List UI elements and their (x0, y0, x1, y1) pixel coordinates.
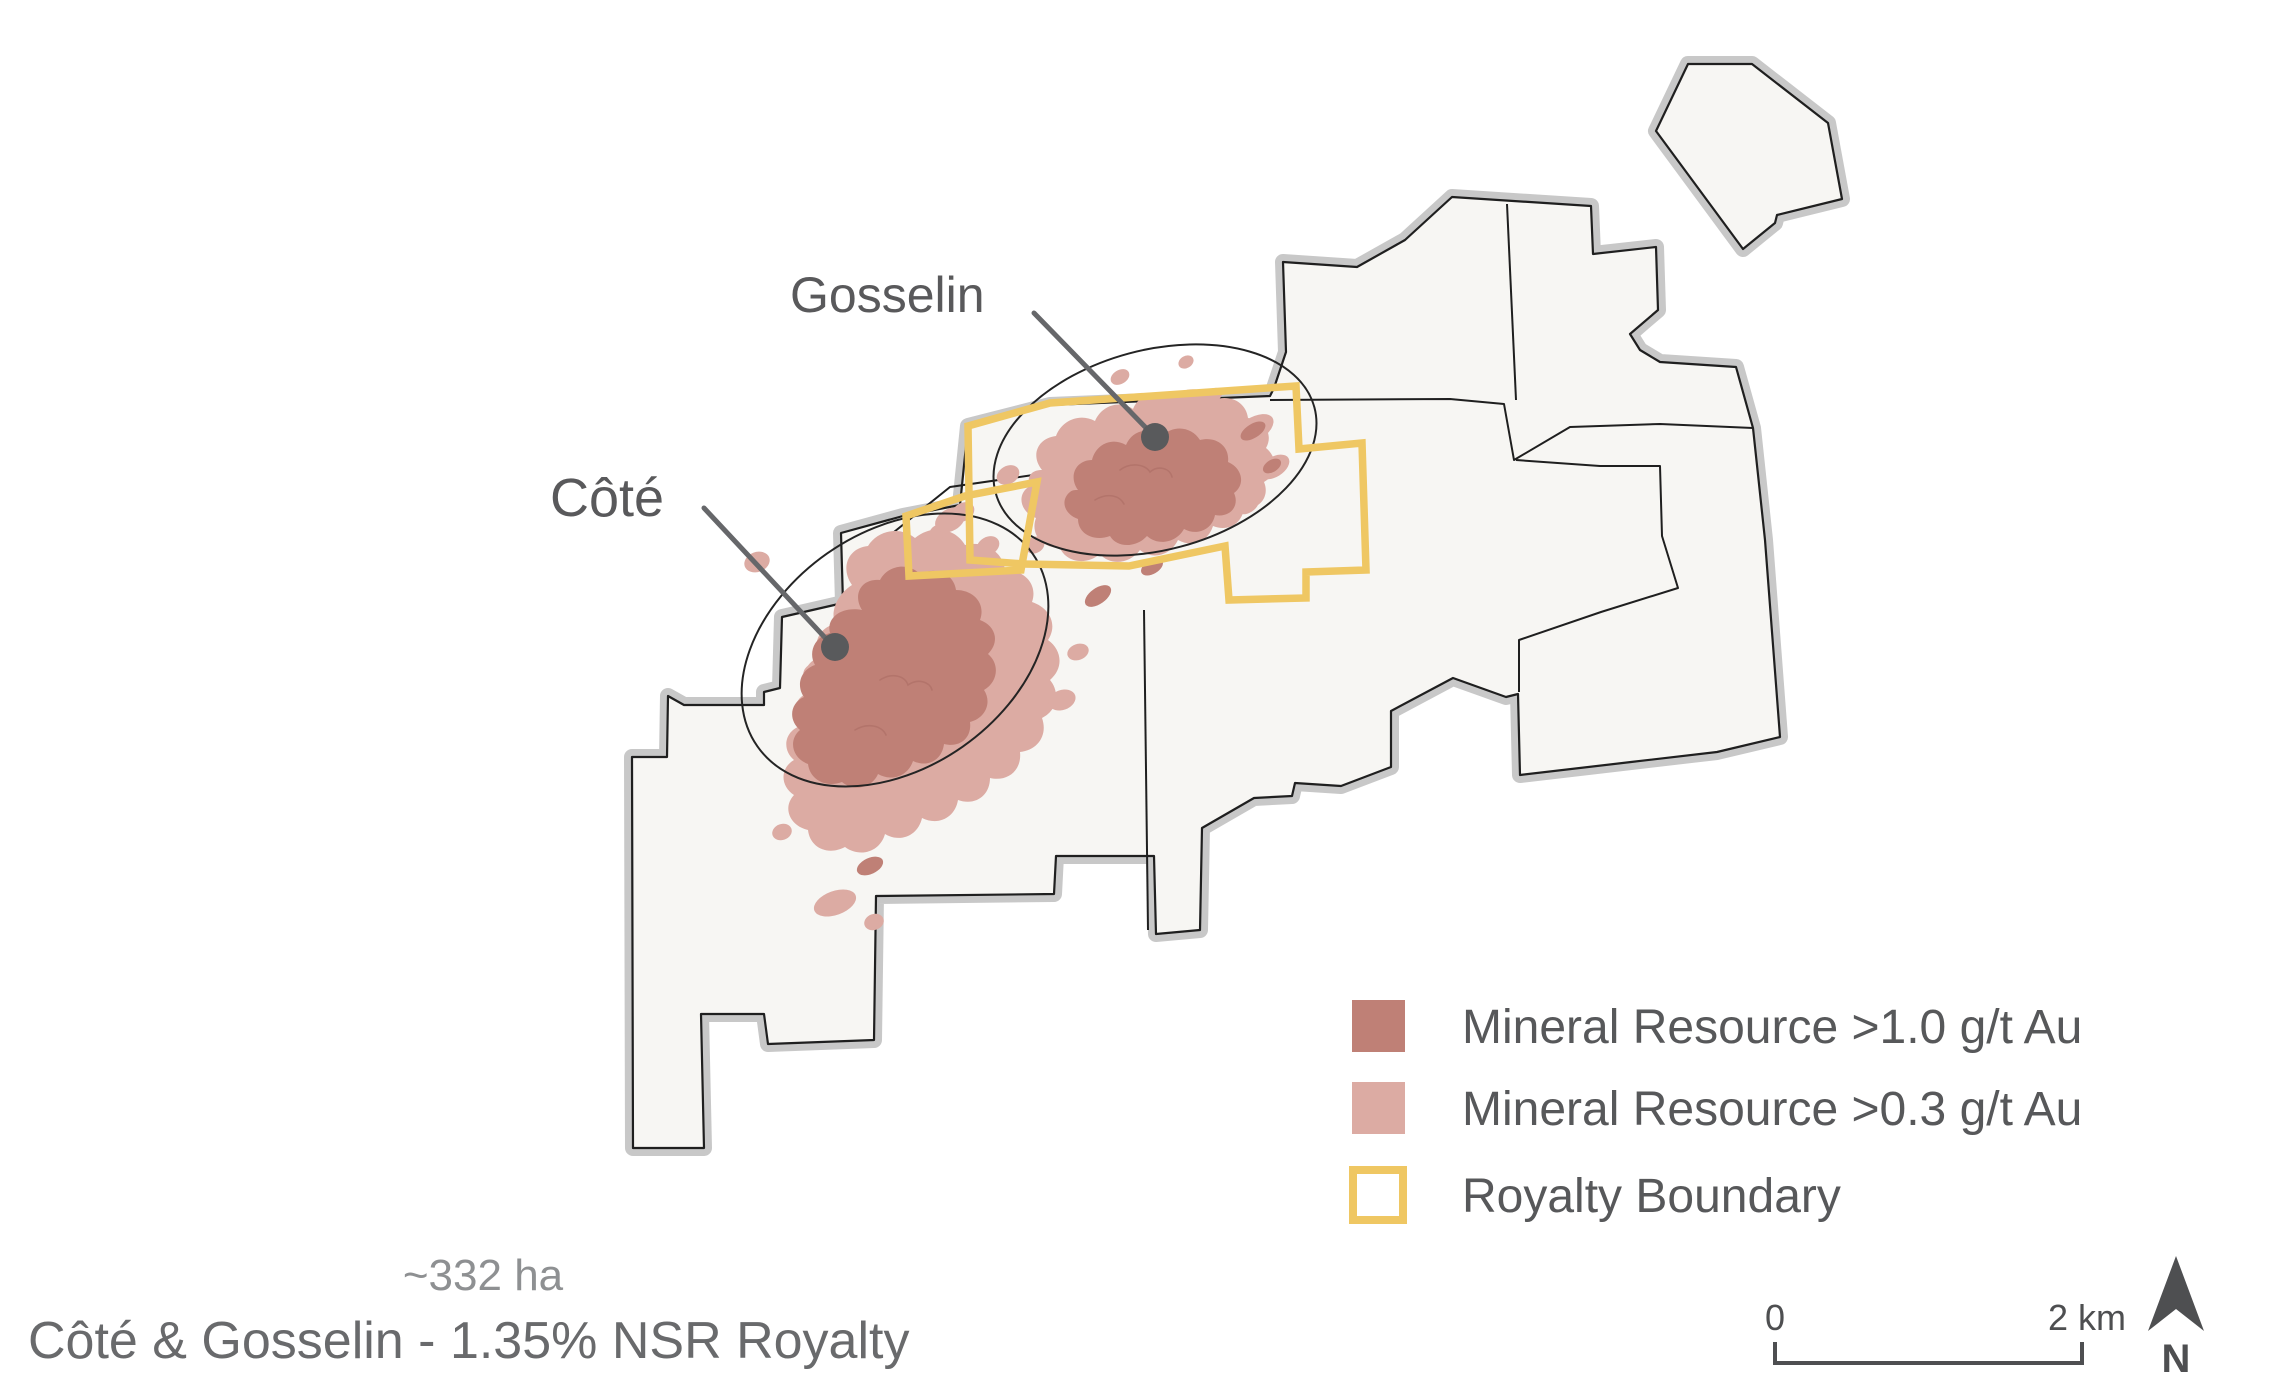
legend: Mineral Resource >1.0 g/t Au Mineral Res… (1349, 1000, 2082, 1224)
scalebar-max: 2 km (2048, 1297, 2126, 1338)
cote-label: Côté (550, 468, 664, 528)
legend-swatch-high-grade (1352, 1000, 1405, 1052)
legend-swatch-low-grade (1352, 1082, 1405, 1134)
scalebar-zero: 0 (1765, 1297, 1785, 1338)
legend-row-low-grade: Mineral Resource >0.3 g/t Au (1352, 1082, 2082, 1136)
deposit-markers: Gosselin Côté (550, 267, 1169, 661)
footer: ~332 ha Côté & Gosselin - 1.35% NSR Roya… (28, 1251, 909, 1370)
footer-area-text: ~332 ha (403, 1251, 564, 1300)
main-claim-block (630, 195, 1782, 1150)
legend-label-low-grade: Mineral Resource >0.3 g/t Au (1462, 1083, 2082, 1136)
legend-row-high-grade: Mineral Resource >1.0 g/t Au (1352, 1000, 2082, 1054)
royalty-boundary-cote (902, 477, 1042, 580)
royalty-boundary (902, 381, 1370, 604)
gosselin-leader-line (1031, 310, 1155, 437)
legend-label-royalty: Royalty Boundary (1462, 1170, 1841, 1223)
gosselin-label: Gosselin (790, 267, 985, 323)
legend-row-royalty: Royalty Boundary (1349, 1166, 1841, 1224)
scalebar: 0 2 km (1765, 1297, 2126, 1365)
footer-title-text: Côté & Gosselin - 1.35% NSR Royalty (28, 1312, 909, 1370)
gosselin-dot (1141, 423, 1169, 451)
detached-claim-block (1654, 62, 1844, 251)
cote-deposit-outline (740, 512, 1050, 788)
compass: N (2148, 1256, 2204, 1381)
cote-leader-line (701, 505, 833, 646)
cote-dot (821, 633, 849, 661)
north-label: N (2162, 1337, 2191, 1381)
scalebar-bracket (1773, 1342, 2084, 1365)
resource-high-grade-blobs (792, 421, 1282, 876)
north-arrow-icon (2148, 1256, 2204, 1331)
claim-blocks (624, 56, 1850, 1156)
legend-swatch-royalty (1349, 1166, 1407, 1224)
legend-label-high-grade: Mineral Resource >1.0 g/t Au (1462, 1001, 2082, 1054)
royalty-boundary-gosselin (964, 381, 1370, 604)
